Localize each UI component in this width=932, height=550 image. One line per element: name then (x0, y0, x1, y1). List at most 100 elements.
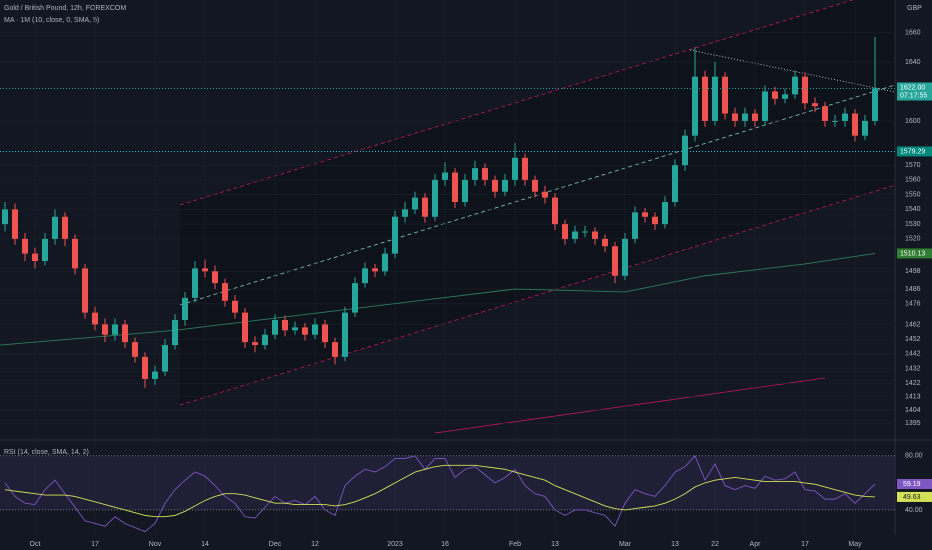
candle-body (622, 238, 628, 276)
rsi-signal (4, 464, 876, 518)
candle-body (692, 76, 698, 136)
candle-body (572, 231, 578, 239)
candle-body (252, 342, 258, 346)
y-tick-label: 1530 (905, 221, 921, 228)
candle-body (352, 283, 358, 313)
candle-body (42, 238, 48, 261)
candle-body (842, 113, 848, 121)
countdown: 07:17:55 (900, 92, 927, 99)
y-tick-label: 1560 (905, 177, 921, 184)
y-tick-label: 1570 (905, 162, 921, 169)
candle-body (22, 238, 28, 254)
x-tick-label: 17 (91, 541, 99, 548)
candle-body (282, 319, 288, 331)
candle-body (832, 120, 838, 122)
candle-body (472, 168, 478, 180)
y-tick-label: 1462 (905, 321, 921, 328)
candle-body (792, 76, 798, 95)
candle-body (122, 324, 128, 343)
rsi-line (4, 455, 876, 533)
candle-body (112, 324, 118, 335)
x-tick-label: Dec (269, 541, 282, 548)
x-tick-label: May (848, 541, 862, 548)
candle-body (222, 283, 228, 301)
candle-body (382, 253, 388, 272)
candle-body (502, 179, 508, 192)
candle-body (332, 342, 338, 357)
rsi-band (0, 455, 895, 510)
x-tick-label: Oct (30, 541, 41, 548)
candle-body (12, 209, 18, 239)
candle-body (782, 94, 788, 99)
x-tick-label: Feb (509, 541, 521, 548)
trend-line (689, 49, 896, 93)
candle-body (312, 324, 318, 335)
candle-body (52, 216, 58, 239)
candle-body (102, 324, 108, 335)
candle-body (632, 212, 638, 239)
candle-body (162, 345, 168, 372)
candle-body (582, 231, 588, 233)
y-tick-label: 1404 (905, 407, 921, 414)
candle-body (482, 168, 488, 180)
y-tick-label: 1422 (905, 380, 921, 387)
currency: GBP (907, 5, 922, 12)
candle-body (452, 172, 458, 203)
candle-body (672, 165, 678, 203)
x-tick-label: 2023 (387, 541, 403, 548)
y-tick-label: 1476 (905, 301, 921, 308)
candle-body (72, 238, 78, 269)
channel-mid (179, 84, 896, 306)
candle-body (172, 319, 178, 346)
x-tick-label: 13 (551, 541, 559, 548)
candle-body (372, 268, 378, 272)
x-tick-label: 12 (311, 541, 319, 548)
candle-body (362, 268, 368, 284)
y-tick-label: 1600 (905, 118, 921, 125)
candle-body (142, 356, 148, 379)
level-label: 1579.29 (900, 148, 925, 155)
rsi-line-label: 59.19 (903, 481, 921, 488)
candle-body (132, 342, 138, 357)
candle-body (412, 197, 418, 210)
y-tick-label: 1452 (905, 336, 921, 343)
y-tick-label: 1413 (905, 394, 921, 401)
candle-body (652, 216, 658, 225)
y-tick-label: 1486 (905, 286, 921, 293)
candle-body (702, 76, 708, 121)
candle-body (202, 268, 208, 272)
candle-body (772, 91, 778, 99)
x-tick-label: Nov (149, 541, 162, 548)
rsi-line-box (897, 478, 932, 489)
candle-body (2, 209, 8, 225)
y-tick-label: 1660 (905, 29, 921, 36)
candle-body (492, 179, 498, 192)
candle-body (542, 191, 548, 198)
candle-body (422, 197, 428, 217)
ma-line (0, 252, 876, 346)
y-tick-label: 1395 (905, 420, 921, 427)
rsi-signal-box (897, 491, 932, 502)
y-tick-label: 1442 (905, 351, 921, 358)
candle-body (212, 271, 218, 284)
candle-body (392, 216, 398, 254)
candle-body (152, 371, 158, 379)
ma-label: 1510.13 (900, 250, 925, 257)
candle-body (192, 268, 198, 298)
candle-body (802, 76, 808, 104)
candle-body (732, 113, 738, 121)
candle-body (872, 88, 878, 121)
y-tick-label: 1550 (905, 191, 921, 198)
rsi-signal-label: 49.63 (903, 494, 921, 501)
candle-body (182, 297, 188, 320)
candle-body (92, 312, 98, 325)
rsi-title: RSI (14, close, SMA, 14, 2) (4, 449, 89, 456)
candle-body (602, 238, 608, 247)
y-tick-label: 1432 (905, 365, 921, 372)
x-tick-label: Apr (750, 541, 762, 548)
candle-body (592, 231, 598, 239)
candle-body (62, 216, 68, 239)
candle-body (512, 157, 518, 180)
candle-body (552, 197, 558, 225)
